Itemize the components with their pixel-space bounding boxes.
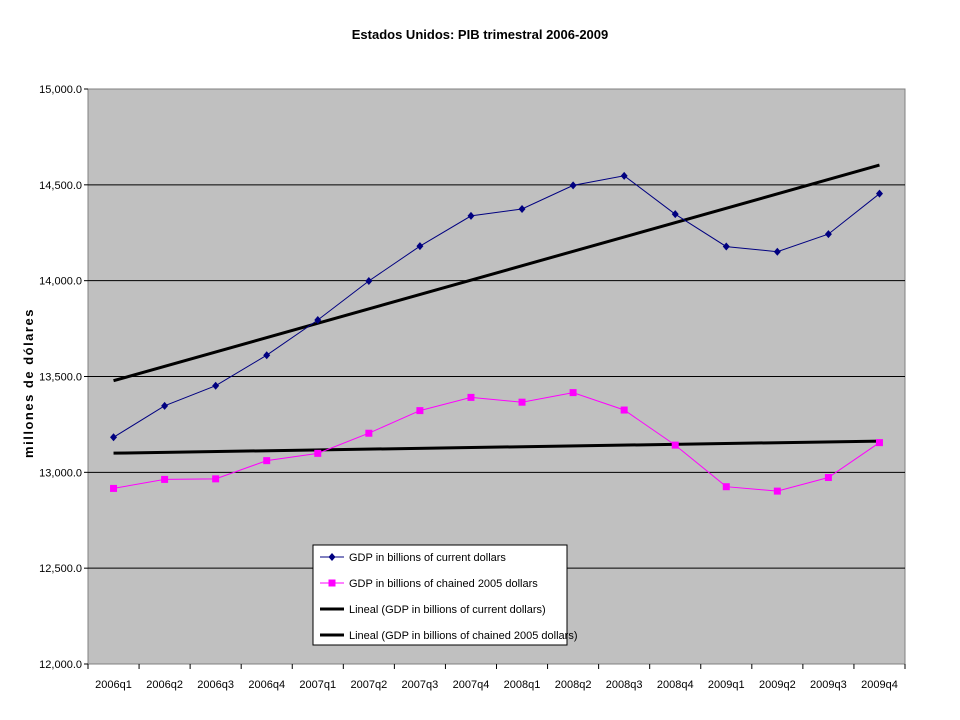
data-series [110,171,883,495]
x-tick-label: 2007q2 [350,679,387,691]
x-tick-label: 2009q1 [708,679,745,691]
y-tick-label: 12,000.0 [39,659,82,671]
x-tick-label: 2006q2 [146,679,183,691]
data-point [518,398,526,406]
data-point [773,487,781,495]
data-point [110,484,118,492]
x-tick-label: 2007q3 [402,679,439,691]
data-point [110,433,118,442]
chart-title: Estados Unidos: PIB trimestral 2006-2009 [352,27,609,42]
x-axis: 2006q1 2006q2 2006q3 2006q4 2007q1 2007q2 2007… [87,664,906,691]
data-point [314,449,322,457]
data-point [263,457,271,465]
data-point [416,407,424,415]
x-tick-label: 2009q3 [810,679,847,691]
legend-entry: Lineal (GDP in billions of chained 2005 … [349,630,578,642]
legend-entry: Lineal (GDP in billions of current dolla… [349,604,546,616]
y-axis: 12,000.0 12,500.0 13,000.0 13,500.0 14,000.0… [39,84,88,671]
data-point [263,351,271,360]
legend-marker [328,553,336,561]
x-tick-label: 2009q4 [861,679,898,691]
data-point [365,277,373,286]
data-point [620,171,628,180]
trendline [113,439,880,455]
data-point [824,230,832,239]
data-point [875,439,883,447]
x-tick-label: 2006q3 [197,679,234,691]
series-line [113,392,880,492]
legend-box [312,544,568,646]
data-point [467,393,475,401]
data-point [773,247,781,256]
data-point [722,242,730,251]
x-tick-label: 2008q4 [657,679,694,691]
data-point [671,210,679,219]
legend: GDP in billions of current dollars GDP in… [312,544,578,646]
x-tick-label: 2006q1 [95,679,132,691]
gridlines [88,184,905,569]
data-point [161,401,169,410]
data-point [824,474,832,482]
trendline [113,163,880,383]
x-tick-label: 2007q4 [453,679,490,691]
y-tick-label: 14,500.0 [39,180,82,192]
x-tick-label: 2008q1 [504,679,541,691]
x-tick-label: 2007q1 [299,679,336,691]
x-tick-label: 2009q2 [759,679,796,691]
data-point [467,211,475,220]
data-point [212,475,220,483]
legend-marker [328,579,336,587]
data-point [416,242,424,251]
data-point [161,475,169,483]
legend-entry: GDP in billions of current dollars [349,552,506,564]
y-tick-label: 12,500.0 [39,563,82,575]
data-point [569,389,577,397]
data-point [620,406,628,414]
y-tick-label: 15,000.0 [39,84,82,96]
legend-entry: GDP in billions of chained 2005 dollars [349,578,538,590]
data-point [722,483,730,491]
y-tick-label: 14,000.0 [39,276,82,288]
data-point [365,429,373,437]
data-point [314,315,322,324]
y-tick-label: 13,500.0 [39,372,82,384]
x-tick-label: 2008q2 [555,679,592,691]
y-axis-label: millones de dólares [21,308,36,458]
x-tick-label: 2008q3 [606,679,643,691]
data-point [518,204,526,213]
data-point [569,181,577,190]
data-point [212,381,220,390]
x-tick-label: 2006q4 [248,679,285,691]
y-tick-label: 13,000.0 [39,467,82,479]
data-point [671,441,679,449]
series-line [113,175,880,438]
trendlines [113,163,880,455]
data-point [875,189,883,198]
